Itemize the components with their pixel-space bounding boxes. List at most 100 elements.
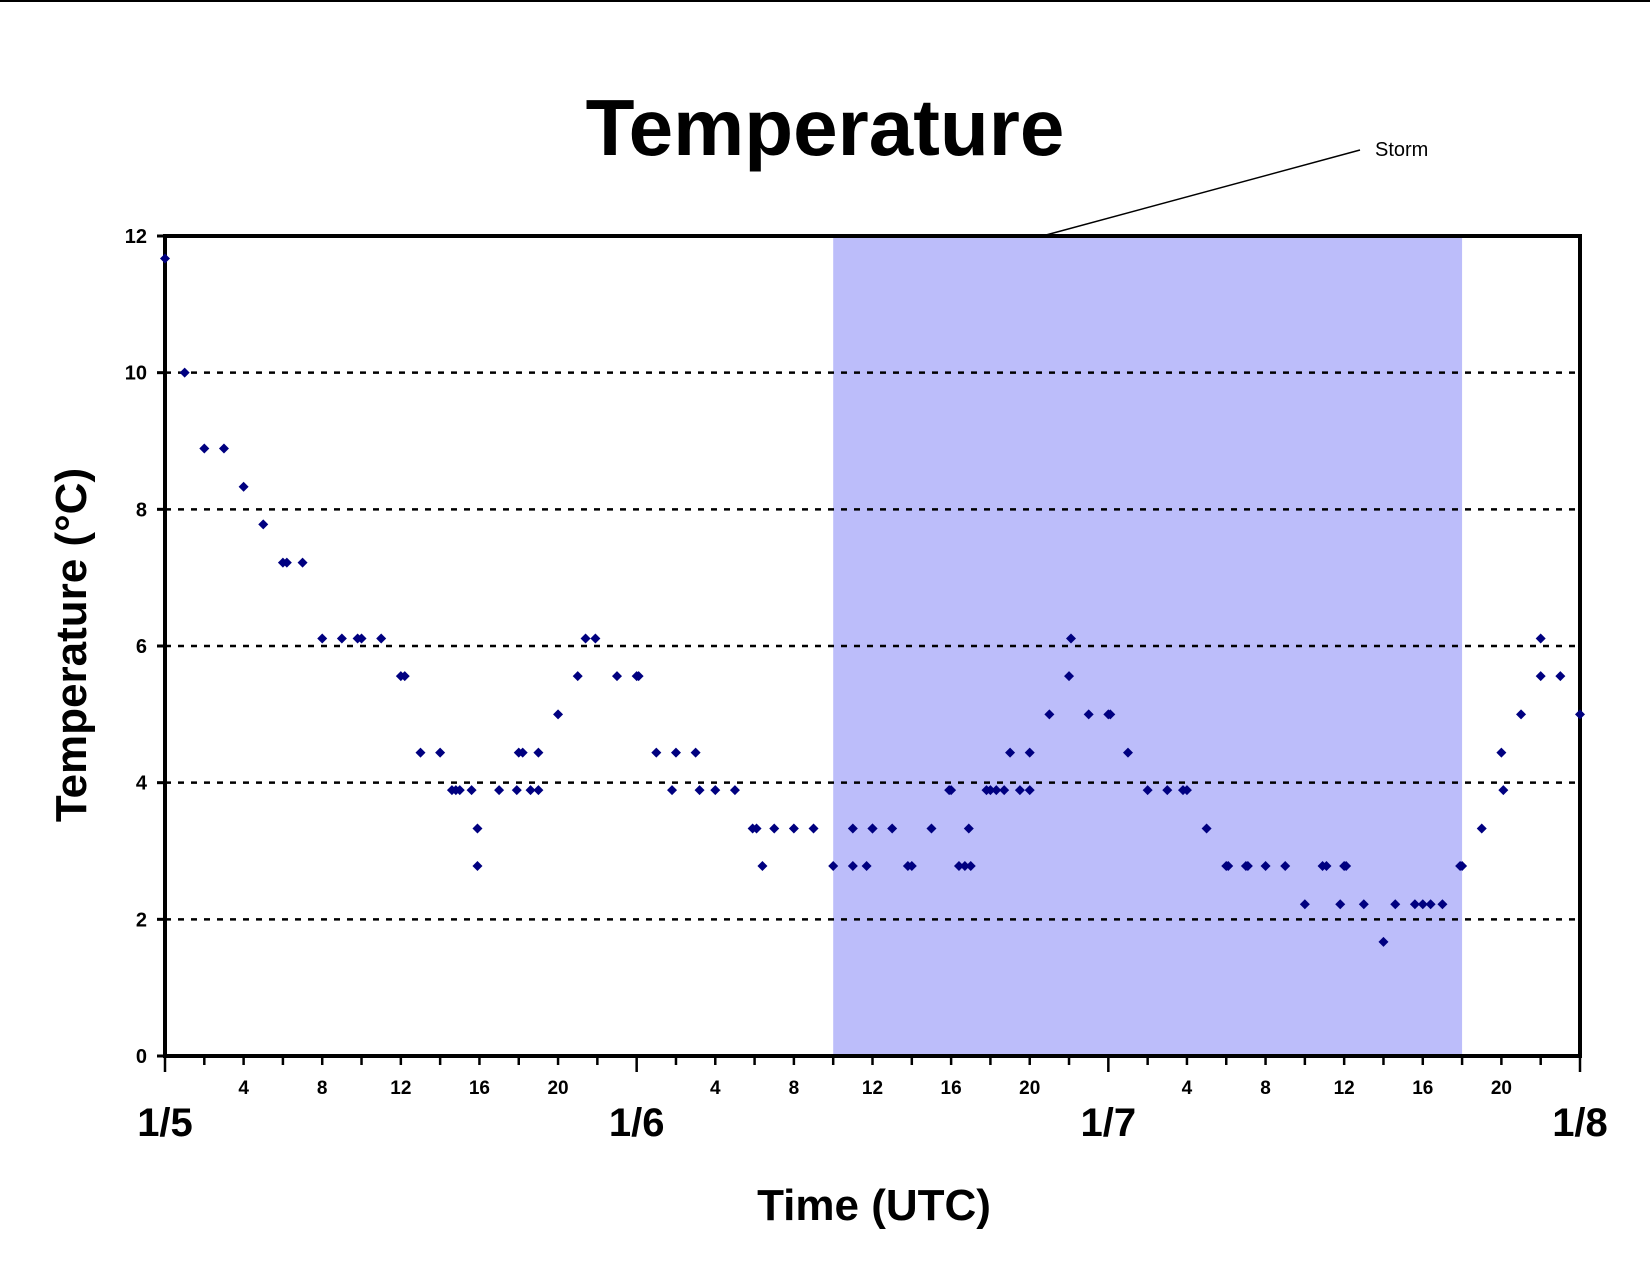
data-point — [525, 785, 536, 796]
x-hour-tick-label: 12 — [862, 1078, 883, 1099]
data-point — [1083, 709, 1094, 720]
data-point — [861, 861, 872, 872]
data-points — [160, 253, 1585, 947]
data-point — [399, 671, 410, 682]
y-axis-label: Temperature (°C) — [47, 468, 96, 822]
data-point — [494, 785, 505, 796]
y-tick-label: 10 — [125, 363, 147, 385]
data-point — [1341, 861, 1352, 872]
top-border-line — [0, 0, 1650, 2]
storm-shaded-region — [833, 236, 1463, 1056]
data-point — [179, 367, 190, 378]
data-point — [1498, 785, 1509, 796]
data-point — [454, 785, 465, 796]
data-point — [435, 747, 446, 758]
data-point — [690, 747, 701, 758]
data-point — [808, 823, 819, 834]
x-axis-label: Time (UTC) — [757, 1181, 991, 1230]
data-point — [1535, 671, 1546, 682]
data-point — [517, 747, 528, 758]
x-hour-tick-label: 16 — [941, 1078, 962, 1099]
data-point — [1476, 823, 1487, 834]
data-point — [1201, 823, 1212, 834]
data-point — [1260, 861, 1271, 872]
x-hour-tick-label: 4 — [1182, 1078, 1193, 1099]
x-day-tick-label: 1/5 — [137, 1101, 193, 1145]
data-point — [1575, 709, 1585, 720]
gridlines — [165, 371, 1580, 921]
data-point — [1122, 747, 1133, 758]
data-point — [651, 747, 662, 758]
data-point — [1242, 861, 1253, 872]
data-point — [1358, 899, 1369, 910]
data-point — [1496, 747, 1507, 758]
data-point — [729, 785, 740, 796]
data-point — [999, 785, 1010, 796]
data-point — [965, 861, 976, 872]
data-point — [847, 861, 858, 872]
storm-annotation-label: Storm — [1375, 139, 1428, 161]
data-point — [959, 861, 970, 872]
data-point — [887, 823, 898, 834]
x-hour-tick-label: 12 — [390, 1078, 411, 1099]
data-point — [415, 747, 426, 758]
x-day-tick-label: 1/8 — [1552, 1101, 1608, 1145]
data-point — [1409, 899, 1420, 910]
data-point — [317, 633, 328, 644]
data-point — [963, 823, 974, 834]
data-point — [160, 253, 170, 264]
data-point — [1024, 747, 1035, 758]
data-point — [472, 861, 483, 872]
data-point — [667, 785, 678, 796]
data-point — [1044, 709, 1055, 720]
data-point — [511, 785, 522, 796]
x-hour-tick-label: 20 — [1491, 1078, 1512, 1099]
x-hour-tick-label: 8 — [317, 1078, 328, 1099]
data-point — [1321, 861, 1332, 872]
data-point — [1024, 785, 1035, 796]
data-point — [953, 861, 964, 872]
data-point — [867, 823, 878, 834]
data-point — [1299, 899, 1310, 910]
data-point — [1555, 671, 1566, 682]
data-point — [847, 823, 858, 834]
data-point — [1223, 861, 1234, 872]
data-point — [1417, 899, 1428, 910]
x-hour-tick-label: 20 — [547, 1078, 568, 1099]
data-point — [1516, 709, 1527, 720]
y-tick-label: 12 — [125, 226, 147, 248]
data-point — [1105, 709, 1116, 720]
data-point — [590, 633, 601, 644]
data-point — [472, 823, 483, 834]
data-point — [769, 823, 780, 834]
data-point — [788, 823, 799, 834]
data-point — [1162, 785, 1173, 796]
x-hour-tick-label: 8 — [1260, 1078, 1271, 1099]
x-hour-tick-label: 20 — [1019, 1078, 1040, 1099]
data-point — [297, 557, 308, 568]
x-hour-tick-label: 16 — [1412, 1078, 1433, 1099]
data-point — [828, 861, 839, 872]
chart-title: Temperature — [586, 83, 1065, 172]
data-point — [1437, 899, 1448, 910]
data-point — [1335, 899, 1346, 910]
data-point — [1014, 785, 1025, 796]
data-point — [466, 785, 477, 796]
y-tick-label: 8 — [136, 499, 147, 521]
data-point — [533, 785, 544, 796]
data-point — [1142, 785, 1153, 796]
data-point — [1378, 936, 1389, 947]
data-point — [281, 557, 292, 568]
data-point — [985, 785, 996, 796]
data-point — [258, 519, 269, 530]
data-point — [1181, 785, 1192, 796]
data-point — [1457, 861, 1468, 872]
data-point — [946, 785, 957, 796]
data-point — [926, 823, 937, 834]
data-point — [218, 443, 229, 454]
axis-ticks: 0 2 4 6 8 10 12 1/5 4 8 12 16 20 1/6 4 8 12 16 20 1/7 4 8 12 16… — [125, 226, 1608, 1145]
data-point — [710, 785, 721, 796]
data-point — [199, 443, 210, 454]
data-point — [1064, 671, 1075, 682]
